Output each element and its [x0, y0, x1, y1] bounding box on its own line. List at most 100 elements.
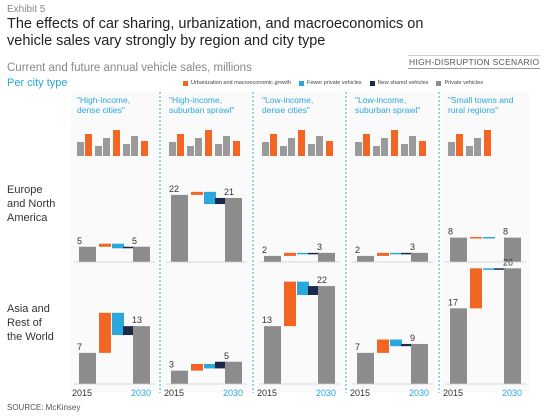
x-label-2030: 2030 [223, 388, 243, 398]
value-label-2030: 3 [410, 242, 415, 252]
bar-2030 [133, 246, 150, 262]
value-label-2015: 2 [355, 245, 360, 255]
bar-2015 [450, 308, 467, 384]
column-title: suburban sprawl" [355, 105, 420, 115]
column-title: dense cities" [262, 105, 310, 115]
bar-growth [99, 312, 111, 353]
bar-2015 [357, 352, 374, 384]
bar-2030 [504, 237, 521, 262]
value-label-2015: 22 [169, 184, 179, 194]
city-building-icon [373, 146, 380, 156]
city-building-icon [195, 138, 202, 156]
bar-growth [191, 363, 203, 371]
bar-fewer-private [483, 236, 495, 239]
legend-swatch-private [436, 80, 442, 86]
value-label-2030: 13 [132, 315, 142, 325]
city-building-icon [233, 141, 240, 156]
value-label-2015: 5 [77, 236, 82, 246]
city-building-icon [103, 138, 110, 156]
bar-2015 [264, 326, 281, 384]
bar-growth [191, 191, 203, 195]
bar-2015 [171, 370, 188, 384]
legend-item-shared: New shared vehicles [369, 80, 428, 86]
chart-subtitle: Current and future annual vehicle sales,… [7, 62, 252, 74]
x-label-2015: 2015 [443, 388, 463, 398]
x-label-2015: 2015 [350, 388, 370, 398]
city-building-icon [131, 136, 138, 156]
bar-fewer-private [204, 363, 216, 369]
bar-growth [284, 281, 296, 327]
bar-2030 [411, 252, 428, 262]
city-building-icon [391, 130, 398, 156]
city-building-icon [474, 138, 481, 156]
city-building-icon [288, 138, 295, 156]
bar-2030 [318, 252, 335, 262]
bar-growth [377, 252, 389, 256]
bar-new-shared [308, 252, 320, 255]
per-city-label: Per city type [7, 77, 68, 89]
bar-2015 [79, 352, 96, 384]
value-label-2030: 3 [317, 242, 322, 252]
city-building-icon [326, 141, 333, 156]
bar-2015 [264, 255, 281, 262]
column-title: "Low-income, [262, 95, 313, 105]
city-building-icon [308, 144, 315, 156]
bar-2030 [225, 197, 242, 262]
column-title: suburban sprawl" [169, 105, 234, 115]
x-label-2015: 2015 [257, 388, 277, 398]
exhibit-label: Exhibit 5 [7, 4, 46, 15]
city-building-icon [270, 134, 277, 156]
city-building-icon [298, 130, 305, 156]
legend-label-growth: Urbanization and macroeconomic growth [191, 80, 291, 86]
region-label-asia: Asia and Rest of the World [7, 303, 54, 343]
city-building-icon [123, 144, 130, 156]
city-building-icon [262, 142, 269, 156]
legend-item-private: Private vehicles [436, 80, 483, 86]
city-building-icon [77, 142, 84, 156]
legend-swatch-growth [183, 80, 188, 86]
bar-fewer-private [390, 252, 402, 255]
city-building-icon [363, 134, 370, 156]
legend-item-growth: Urbanization and macroeconomic growth [183, 80, 291, 86]
city-building-icon [85, 134, 92, 156]
bar-fewer-private [112, 243, 124, 249]
city-building-icon [419, 141, 426, 156]
bar-2030 [133, 326, 150, 384]
bar-2015 [450, 237, 467, 262]
bar-new-shared [215, 197, 227, 205]
value-label-2030: 21 [224, 187, 234, 197]
bar-new-shared [123, 326, 135, 336]
bar-2015 [79, 246, 96, 262]
city-building-icon [484, 130, 491, 156]
bar-2015 [357, 255, 374, 262]
city-building-icon [355, 142, 362, 156]
bar-fewer-private [204, 191, 216, 205]
value-label-2030: 5 [132, 236, 137, 246]
legend-swatch-shared [369, 80, 375, 86]
value-label-2015: 3 [169, 360, 174, 370]
bar-growth [284, 252, 296, 256]
value-label-2015: 7 [77, 342, 82, 352]
city-building-icon [141, 141, 148, 156]
legend-item-fewer: Fewer private vehicles [298, 80, 362, 86]
bar-new-shared [123, 246, 135, 249]
column-title: "High-income, [77, 95, 130, 105]
x-label-2015: 2015 [72, 388, 92, 398]
column-title: dense cities" [77, 105, 125, 115]
legend-label-private: Private vehicles [444, 80, 483, 86]
bar-fewer-private [297, 281, 309, 295]
x-label-2030: 2030 [316, 388, 336, 398]
bar-2030 [318, 286, 335, 384]
bar-new-shared [308, 286, 320, 295]
bar-new-shared [401, 252, 413, 255]
bar-fewer-private [483, 268, 495, 270]
city-building-icon [280, 146, 287, 156]
bar-growth [470, 236, 482, 239]
bar-growth [99, 243, 111, 247]
x-label-2030: 2030 [131, 388, 151, 398]
city-building-icon [448, 142, 455, 156]
bar-2030 [411, 343, 428, 384]
column-title: rural regions" [448, 105, 498, 115]
x-label-2015: 2015 [164, 388, 184, 398]
